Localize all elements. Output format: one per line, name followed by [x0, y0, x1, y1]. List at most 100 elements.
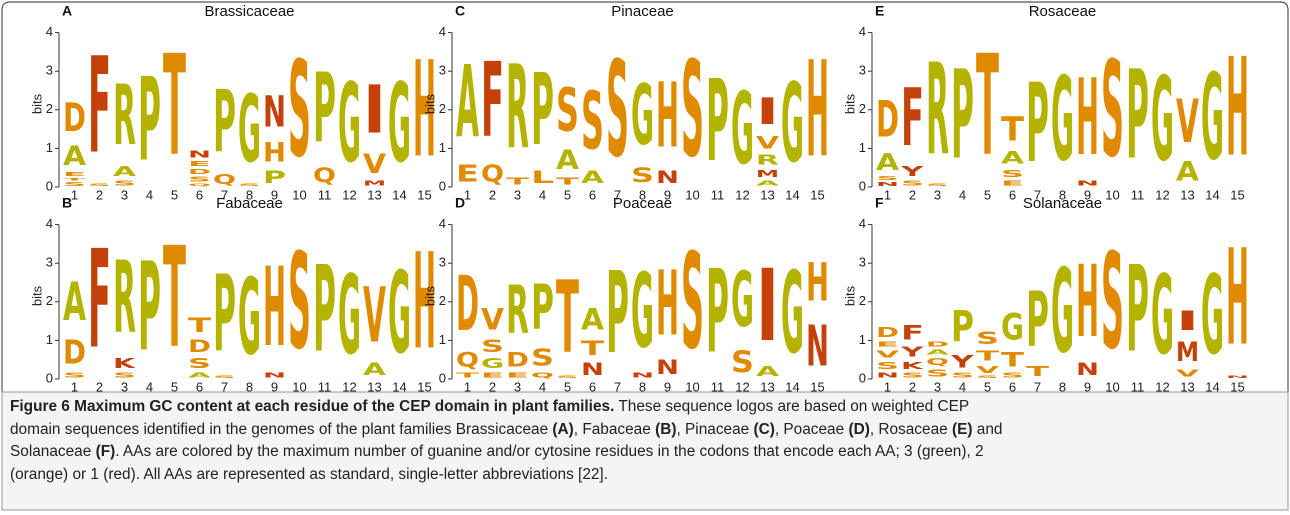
- logo-letter: G: [781, 249, 804, 379]
- x-tick-label: 9: [1084, 187, 1091, 202]
- logo-letter: P: [1026, 275, 1049, 364]
- y-tick-label: 1: [46, 140, 53, 155]
- logo-letter: A: [1001, 149, 1024, 168]
- x-tick-label: 4: [959, 379, 966, 394]
- y-axis-label: bits: [29, 93, 44, 114]
- logo-letter: A: [63, 272, 86, 334]
- y-axis-label: bits: [422, 93, 437, 114]
- logo-letter: P: [1126, 45, 1149, 187]
- y-tick-label: 2: [46, 101, 53, 116]
- logo-letter: E: [506, 371, 529, 379]
- logo-letter: R: [506, 41, 529, 175]
- logo-letter: Q: [926, 356, 949, 368]
- logo-letter: A: [756, 180, 779, 188]
- logo-letter: P: [1126, 241, 1149, 379]
- logo-letter: Q: [481, 160, 504, 187]
- y-axis-label: bits: [842, 285, 857, 306]
- logo-letter: K: [113, 356, 136, 371]
- y-tick-label: 3: [46, 255, 53, 270]
- logo-letter: D: [63, 95, 86, 141]
- x-tick-label: 8: [246, 379, 253, 394]
- caption-text: , Poaceae: [774, 420, 849, 438]
- logo-letter: S: [581, 77, 604, 169]
- y-tick-label: 0: [859, 178, 866, 193]
- logo-letter: D: [456, 261, 479, 349]
- x-tick-label: 9: [271, 379, 278, 394]
- x-tick-label: 9: [271, 187, 278, 202]
- logo-letter: P: [313, 52, 336, 164]
- x-tick-label: 14: [785, 379, 799, 394]
- y-tick-label: 2: [859, 101, 866, 116]
- logo-letter: P: [706, 58, 729, 187]
- y-tick-label: 0: [439, 370, 446, 385]
- x-tick-label: 13: [1180, 187, 1194, 202]
- logo-letter: I: [756, 249, 779, 364]
- logo-letter: I: [1176, 306, 1199, 337]
- chart-title: Pinaceae: [611, 3, 674, 20]
- logo-letter: G: [238, 77, 261, 184]
- x-tick-label: 3: [514, 379, 521, 394]
- logo-letter: P: [263, 168, 286, 187]
- x-tick-label: 10: [1105, 379, 1119, 394]
- logo-letter: S: [63, 181, 86, 187]
- logo-letter: I: [363, 73, 386, 149]
- y-tick-label: 2: [859, 293, 866, 308]
- caption: Figure 6 Maximum GC content at each resi…: [10, 396, 1280, 486]
- logo-letter: T: [976, 25, 999, 187]
- logo-letter: S: [238, 183, 261, 187]
- logo-letter: R: [756, 153, 779, 168]
- x-tick-label: 2: [96, 187, 103, 202]
- logo-letter: S: [188, 176, 211, 183]
- logo-letter: T: [976, 349, 1000, 364]
- x-tick-label: 11: [318, 187, 332, 202]
- logo-letter: G: [1151, 252, 1174, 379]
- logo-letter: E: [876, 340, 899, 348]
- logo-letter: T: [63, 177, 87, 181]
- logo-letter: S: [926, 183, 949, 187]
- figure-frame: [1, 1, 1289, 392]
- x-tick-label: 10: [685, 187, 699, 202]
- logo-letter: H: [806, 252, 829, 313]
- chart-title: Brassicaceae: [204, 3, 294, 20]
- x-tick-label: 3: [514, 187, 521, 202]
- y-tick-label: 3: [439, 63, 446, 78]
- logo-letter: E: [63, 172, 86, 178]
- y-tick-label: 2: [439, 293, 446, 308]
- panel-label: C: [455, 3, 465, 19]
- logo-letter: S: [901, 372, 924, 379]
- logo-letter: A: [756, 364, 779, 379]
- logo-letter: N: [806, 315, 829, 380]
- x-tick-label: 10: [685, 379, 699, 394]
- logo-letter: P: [531, 54, 554, 169]
- panel-label: F: [875, 195, 884, 211]
- logo-letter: D: [876, 326, 899, 341]
- x-tick-label: 11: [318, 379, 332, 394]
- x-tick-label: 9: [664, 187, 671, 202]
- logo-letter: G: [631, 251, 654, 371]
- x-tick-label: 12: [1155, 379, 1169, 394]
- logo-letter: G: [481, 357, 504, 372]
- logo-letter: G: [781, 60, 804, 187]
- logo-letter: T: [163, 217, 186, 379]
- logo-letter: S: [1001, 168, 1024, 180]
- logo-letter: T: [506, 175, 529, 187]
- logo-letter: H: [1076, 246, 1099, 360]
- logo-letter: N: [188, 148, 211, 160]
- logo-letter: S: [681, 225, 704, 379]
- x-tick-label: 1: [71, 379, 78, 394]
- logo-letter: G: [1201, 50, 1224, 188]
- caption-text: and: [972, 420, 1003, 438]
- y-tick-label: 3: [859, 255, 866, 270]
- x-tick-label: 5: [984, 379, 991, 394]
- logo-letter: S: [188, 356, 211, 372]
- logo-letter: S: [1101, 225, 1124, 379]
- logo-letter: N: [631, 371, 654, 379]
- logo-letter: V: [756, 133, 779, 152]
- x-tick-label: 1: [884, 379, 891, 394]
- logo-letter: P: [1026, 60, 1049, 186]
- x-tick-label: 12: [342, 379, 356, 394]
- logo-letter: A: [876, 149, 899, 176]
- x-tick-label: 2: [909, 187, 916, 202]
- logo-letter: H: [263, 244, 286, 372]
- logo-letter: N: [876, 181, 899, 187]
